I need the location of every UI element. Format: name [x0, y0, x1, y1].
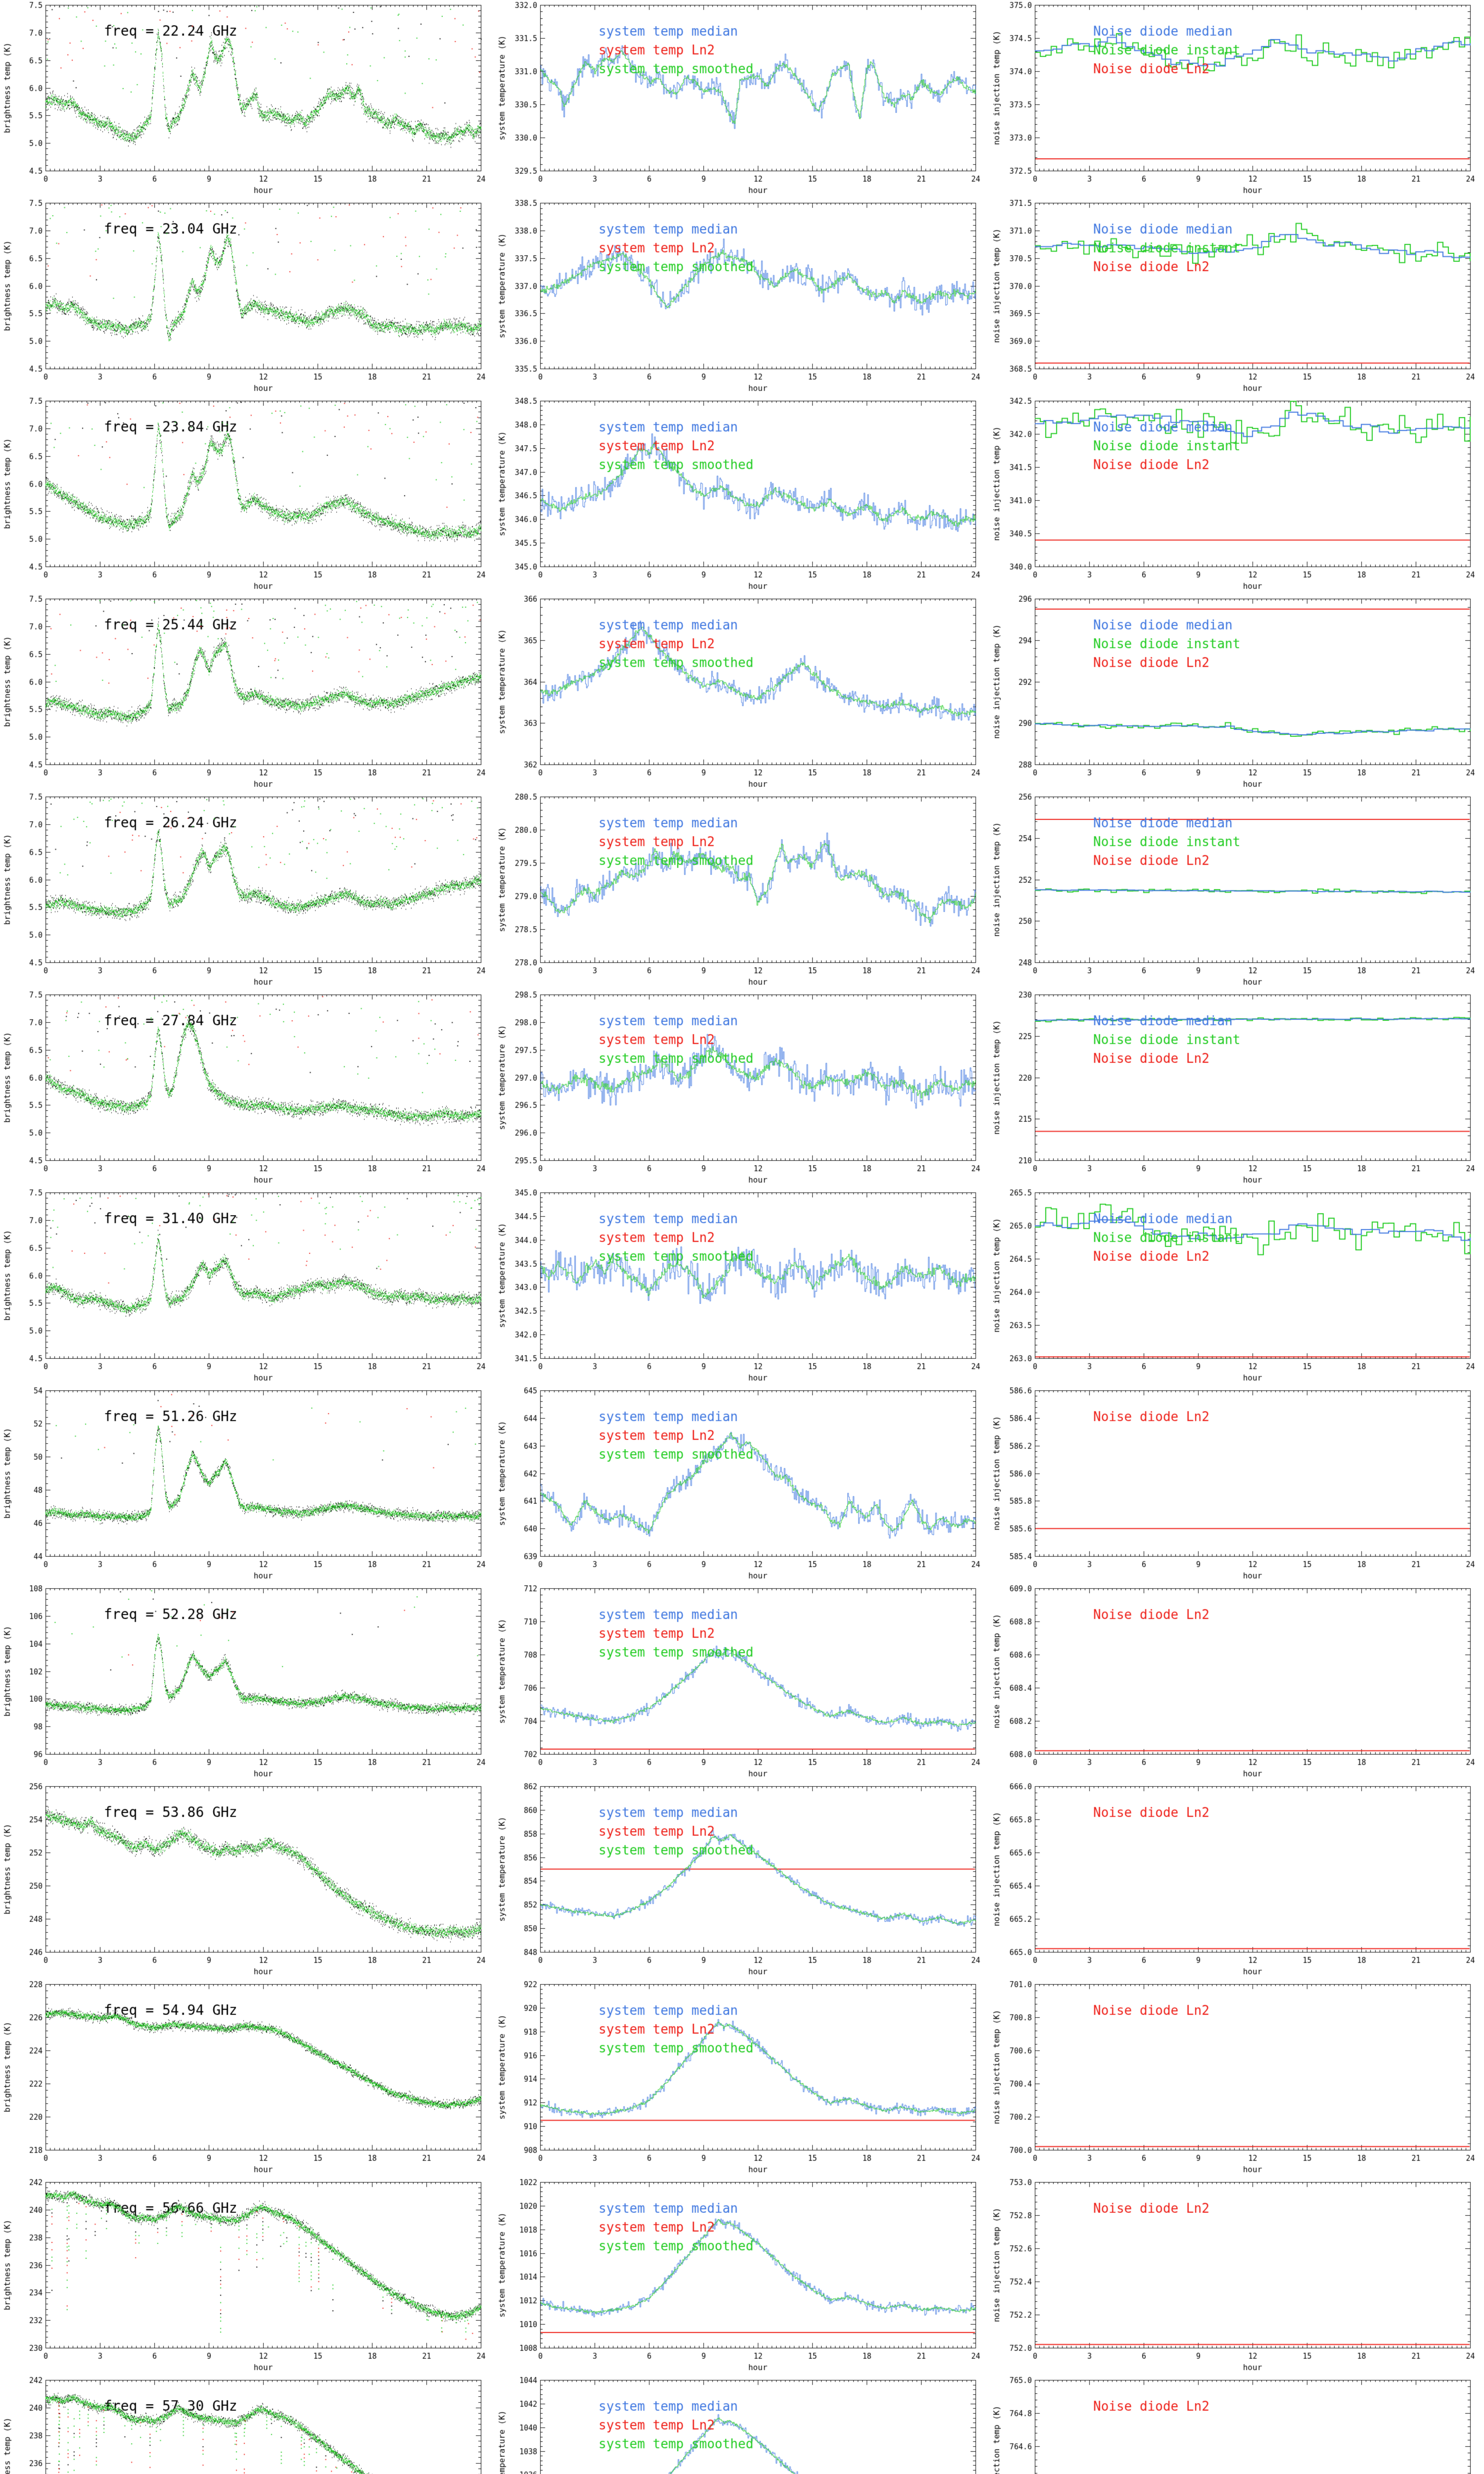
panel-row12-left	[0, 2177, 495, 2375]
panel-row5-mid	[495, 792, 989, 990]
panel-row4-left	[0, 594, 495, 792]
panel-row11-right	[989, 1979, 1484, 2177]
panel-row9-mid	[495, 1583, 989, 1781]
panel-row8-left	[0, 1385, 495, 1583]
panel-row3-right	[989, 396, 1484, 594]
panel-row11-mid	[495, 1979, 989, 2177]
panel-row1-left	[0, 0, 495, 198]
panel-row1-mid	[495, 0, 989, 198]
panel-row7-left	[0, 1188, 495, 1385]
panel-row9-right	[989, 1583, 1484, 1781]
panel-row5-right	[989, 792, 1484, 990]
panel-row12-mid	[495, 2177, 989, 2375]
panel-row2-right	[989, 198, 1484, 396]
panel-row2-left	[0, 198, 495, 396]
panel-row3-mid	[495, 396, 989, 594]
panel-row4-right	[989, 594, 1484, 792]
panel-row13-right	[989, 2375, 1484, 2474]
panel-row10-left	[0, 1781, 495, 1979]
panel-row10-right	[989, 1781, 1484, 1979]
panel-row9-left	[0, 1583, 495, 1781]
panel-row13-left	[0, 2375, 495, 2474]
panel-row5-left	[0, 792, 495, 990]
panel-row6-left	[0, 990, 495, 1188]
panel-row4-mid	[495, 594, 989, 792]
panel-row13-mid	[495, 2375, 989, 2474]
panel-row6-right	[989, 990, 1484, 1188]
panel-row1-right	[989, 0, 1484, 198]
panel-row7-right	[989, 1188, 1484, 1385]
panel-row8-right	[989, 1385, 1484, 1583]
panel-row6-mid	[495, 990, 989, 1188]
panel-row10-mid	[495, 1781, 989, 1979]
panel-row11-left	[0, 1979, 495, 2177]
panel-row7-mid	[495, 1188, 989, 1385]
panel-row8-mid	[495, 1385, 989, 1583]
panel-row3-left	[0, 396, 495, 594]
panel-row2-mid	[495, 198, 989, 396]
panel-row12-right	[989, 2177, 1484, 2375]
